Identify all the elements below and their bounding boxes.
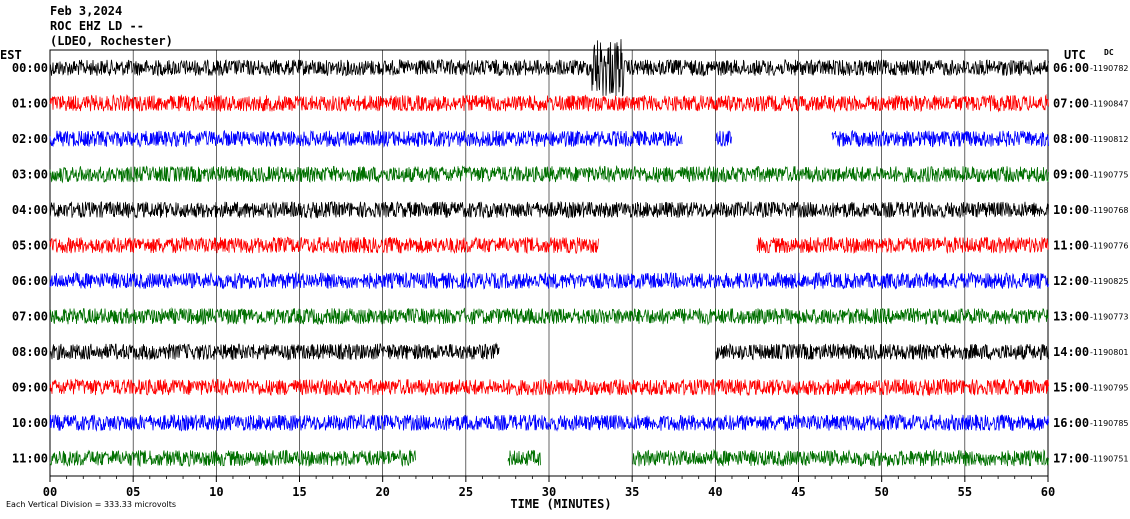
x-tick-label: 40 [708,485,722,499]
dc-offset-label: -1190776 [1090,241,1129,250]
dc-label: DC [1104,48,1114,57]
dc-offset-label: -1190773 [1090,312,1129,321]
utc-label: UTC [1064,48,1086,62]
seismic-trace [49,39,1049,97]
utc-hour-label: 07:00 [1053,96,1089,110]
utc-hour-label: 17:00 [1053,451,1089,465]
x-tick-label: 30 [542,485,556,499]
x-tick-label: 60 [1041,485,1055,499]
seismic-trace [49,448,1049,468]
est-hour-label: 02:00 [12,132,48,146]
utc-hour-label: 11:00 [1053,238,1089,252]
dc-offset-label: -1190825 [1090,277,1129,286]
seismic-trace [49,378,1049,397]
dc-offset-label: -1190812 [1090,135,1129,144]
est-hour-label: 06:00 [12,274,48,288]
seismic-trace [49,306,1049,326]
utc-hour-label: 06:00 [1053,61,1089,75]
x-tick-label: 55 [958,485,972,499]
x-axis-label: TIME (MINUTES) [510,497,611,511]
seismic-trace [49,271,1049,290]
utc-hour-label: 09:00 [1053,167,1089,181]
dc-offset-label: -1190847 [1090,99,1129,108]
x-tick-label: 25 [459,485,473,499]
seismic-trace [49,413,1049,432]
utc-hour-label: 10:00 [1053,203,1089,217]
dc-offset-label: -1190768 [1090,206,1129,215]
utc-hour-label: 15:00 [1053,380,1089,394]
est-hour-label: 09:00 [12,380,48,394]
seismic-trace [49,236,1049,255]
station-label: ROC EHZ LD -- [50,19,144,33]
utc-hour-label: 13:00 [1053,309,1089,323]
est-hour-label: 08:00 [12,345,48,359]
dc-offset-label: -1190782 [1090,64,1129,73]
x-tick-label: 20 [375,485,389,499]
seismic-trace [49,165,1049,184]
x-tick-label: 15 [292,485,306,499]
utc-hour-label: 14:00 [1053,345,1089,359]
network-label: (LDEO, Rochester) [50,34,173,48]
est-hour-label: 05:00 [12,238,48,252]
x-tick-label: 00 [43,485,57,499]
utc-hour-label: 12:00 [1053,274,1089,288]
x-tick-label: 50 [874,485,888,499]
dc-offset-label: -1190795 [1090,383,1129,392]
est-hour-label: 04:00 [12,203,48,217]
dc-offset-label: -1190775 [1090,170,1129,179]
est-hour-label: 07:00 [12,309,48,323]
date-label: Feb 3,2024 [50,4,123,18]
est-label: EST [0,48,22,62]
est-hour-label: 00:00 [12,61,48,75]
x-tick-label: 10 [209,485,223,499]
est-hour-label: 01:00 [12,96,48,110]
dc-offset-label: -1190801 [1090,348,1129,357]
x-tick-label: 45 [791,485,805,499]
utc-hour-label: 08:00 [1053,132,1089,146]
seismic-trace [49,342,1049,361]
est-hour-label: 11:00 [12,451,48,465]
footnote-label: Each Vertical Division = 333.33 microvol… [6,500,177,509]
seismic-trace [49,129,1049,148]
est-hour-label: 10:00 [12,416,48,430]
est-hour-label: 03:00 [12,167,48,181]
x-tick-label: 05 [126,485,140,499]
utc-hour-label: 16:00 [1053,416,1089,430]
x-tick-label: 35 [625,485,639,499]
seismic-trace [49,93,1049,113]
dc-offset-label: -1190785 [1090,419,1129,428]
dc-offset-label: -1190751 [1090,454,1129,463]
seismic-trace [49,200,1049,220]
